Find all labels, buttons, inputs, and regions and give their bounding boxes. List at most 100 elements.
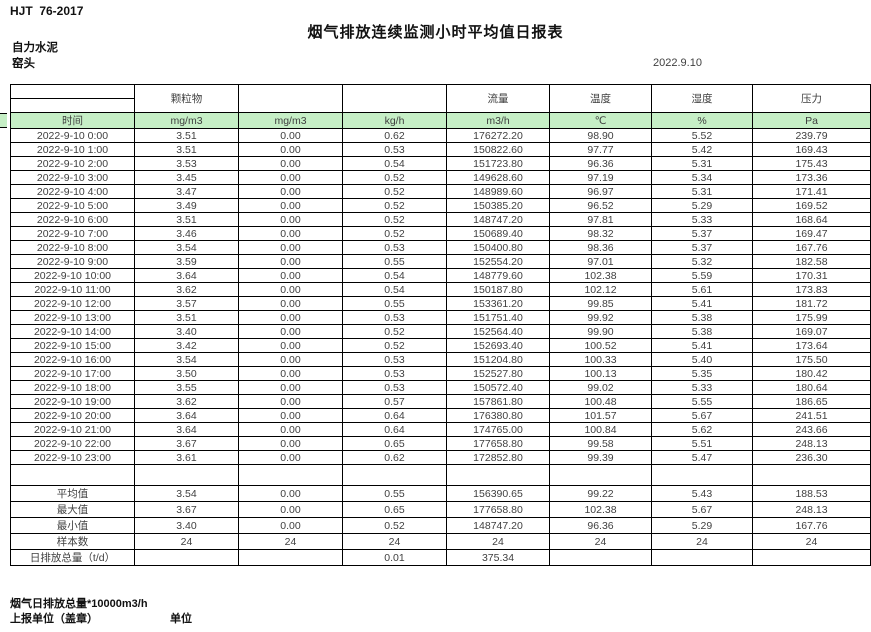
value-cell: 5.38: [651, 310, 753, 325]
value-cell: 175.43: [752, 156, 871, 171]
value-cell: 3.47: [134, 184, 239, 199]
value-cell: 0.00: [238, 170, 343, 185]
value-cell: 0.52: [342, 212, 447, 227]
value-cell: [134, 549, 239, 566]
value-cell: 3.50: [134, 366, 239, 381]
value-cell: 150822.60: [446, 142, 550, 157]
value-cell: 156390.65: [446, 485, 550, 502]
report-table: 颗粒物 流量 温度 湿度 压力 时间 mg/m3 mg/m3 kg/h m3/h…: [10, 84, 871, 566]
unit-cell: m3/h: [446, 112, 550, 129]
value-cell: 0.00: [238, 450, 343, 465]
value-cell: 375.34: [446, 549, 550, 566]
value-cell: 0.00: [238, 517, 343, 534]
unit-cell-time: 时间: [10, 112, 135, 129]
value-cell: 3.64: [134, 422, 239, 437]
time-cell: 2022-9-10 23:00: [10, 450, 135, 465]
value-cell: 150400.80: [446, 240, 550, 255]
value-cell: 97.19: [549, 170, 652, 185]
value-cell: 0.00: [238, 184, 343, 199]
value-cell: 24: [238, 533, 343, 550]
value-cell: 0.00: [238, 226, 343, 241]
table-row: 2022-9-10 17:00 3.50 0.00 0.53 152527.80 100.…: [10, 366, 871, 381]
value-cell: 175.50: [752, 352, 871, 367]
value-cell: 5.61: [651, 282, 753, 297]
page-title: 烟气排放连续监测小时平均值日报表: [307, 24, 564, 41]
value-cell: 186.65: [752, 394, 871, 409]
value-cell: 97.81: [549, 212, 652, 227]
summary-label-cell: 平均值: [10, 485, 135, 502]
time-cell: 2022-9-10 11:00: [10, 282, 135, 297]
value-cell: 0.00: [238, 436, 343, 451]
value-cell: 0.52: [342, 517, 447, 534]
value-cell: 0.53: [342, 380, 447, 395]
value-cell: 0.00: [238, 394, 343, 409]
value-cell: 0.64: [342, 408, 447, 423]
time-cell: 2022-9-10 6:00: [10, 212, 135, 227]
value-cell: 96.36: [549, 156, 652, 171]
doc-code: HJT 76-2017: [10, 4, 84, 18]
summary-row: 最小值 3.40 0.00 0.52 148747.20 96.36 5.29 167.76: [10, 517, 871, 534]
value-cell: 3.54: [134, 485, 239, 502]
table-row: 2022-9-10 12:00 3.57 0.00 0.55 153361.20 99.8…: [10, 296, 871, 311]
value-cell: 3.51: [134, 212, 239, 227]
value-cell: 97.01: [549, 254, 652, 269]
value-cell: 0.00: [238, 324, 343, 339]
empty-cell: [446, 464, 550, 486]
value-cell: 173.83: [752, 282, 871, 297]
value-cell: 152554.20: [446, 254, 550, 269]
value-cell: 0.53: [342, 366, 447, 381]
value-cell: 5.42: [651, 142, 753, 157]
value-cell: 0.53: [342, 352, 447, 367]
value-cell: 0.62: [342, 450, 447, 465]
header-cell: [342, 84, 447, 113]
value-cell: 99.92: [549, 310, 652, 325]
value-cell: 100.33: [549, 352, 652, 367]
value-cell: 5.37: [651, 226, 753, 241]
unit-cell: %: [651, 112, 753, 129]
value-cell: 100.13: [549, 366, 652, 381]
value-cell: 243.66: [752, 422, 871, 437]
time-cell: 2022-9-10 16:00: [10, 352, 135, 367]
header-cell-flow: 流量: [446, 84, 550, 113]
table-header: 颗粒物 流量 温度 湿度 压力 时间 mg/m3 mg/m3 kg/h m3/h…: [10, 84, 871, 129]
time-cell: 2022-9-10 8:00: [10, 240, 135, 255]
value-cell: 181.72: [752, 296, 871, 311]
value-cell: 3.42: [134, 338, 239, 353]
group-header-row: 颗粒物 流量 温度 湿度 压力: [10, 84, 871, 113]
header-cell-particulate: 颗粒物: [134, 84, 239, 113]
value-cell: 98.90: [549, 128, 652, 143]
value-cell: 101.57: [549, 408, 652, 423]
value-cell: 5.67: [651, 501, 753, 518]
table-row: 2022-9-10 8:00 3.54 0.00 0.53 150400.80 98.36…: [10, 240, 871, 255]
value-cell: 5.37: [651, 240, 753, 255]
header-cell: [10, 98, 135, 113]
table-row: 2022-9-10 20:00 3.64 0.00 0.64 176380.80 101.…: [10, 408, 871, 423]
time-cell: 2022-9-10 3:00: [10, 170, 135, 185]
report-date: 2022.9.10: [653, 57, 702, 69]
value-cell: 3.53: [134, 156, 239, 171]
value-cell: 3.54: [134, 352, 239, 367]
value-cell: 5.41: [651, 338, 753, 353]
value-cell: 5.40: [651, 352, 753, 367]
value-cell: 149628.60: [446, 170, 550, 185]
value-cell: 153361.20: [446, 296, 550, 311]
value-cell: 0.52: [342, 170, 447, 185]
value-cell: 3.40: [134, 324, 239, 339]
value-cell: 236.30: [752, 450, 871, 465]
value-cell: 24: [134, 533, 239, 550]
value-cell: 0.54: [342, 282, 447, 297]
value-cell: 239.79: [752, 128, 871, 143]
value-cell: 3.40: [134, 517, 239, 534]
value-cell: 148747.20: [446, 212, 550, 227]
header-cell-humidity: 湿度: [651, 84, 753, 113]
summary-row: 平均值 3.54 0.00 0.55 156390.65 99.22 5.43 188.53: [10, 485, 871, 502]
value-cell: 98.36: [549, 240, 652, 255]
value-cell: 0.62: [342, 128, 447, 143]
time-cell: 2022-9-10 17:00: [10, 366, 135, 381]
table-row: 2022-9-10 2:00 3.53 0.00 0.54 151723.80 96.36…: [10, 156, 871, 171]
value-cell: 0.65: [342, 436, 447, 451]
table-row: 2022-9-10 7:00 3.46 0.00 0.52 150689.40 98.32…: [10, 226, 871, 241]
value-cell: 3.51: [134, 128, 239, 143]
time-cell: 2022-9-10 1:00: [10, 142, 135, 157]
data-rows: 2022-9-10 0:00 3.51 0.00 0.62 176272.20 98.90…: [10, 128, 871, 566]
